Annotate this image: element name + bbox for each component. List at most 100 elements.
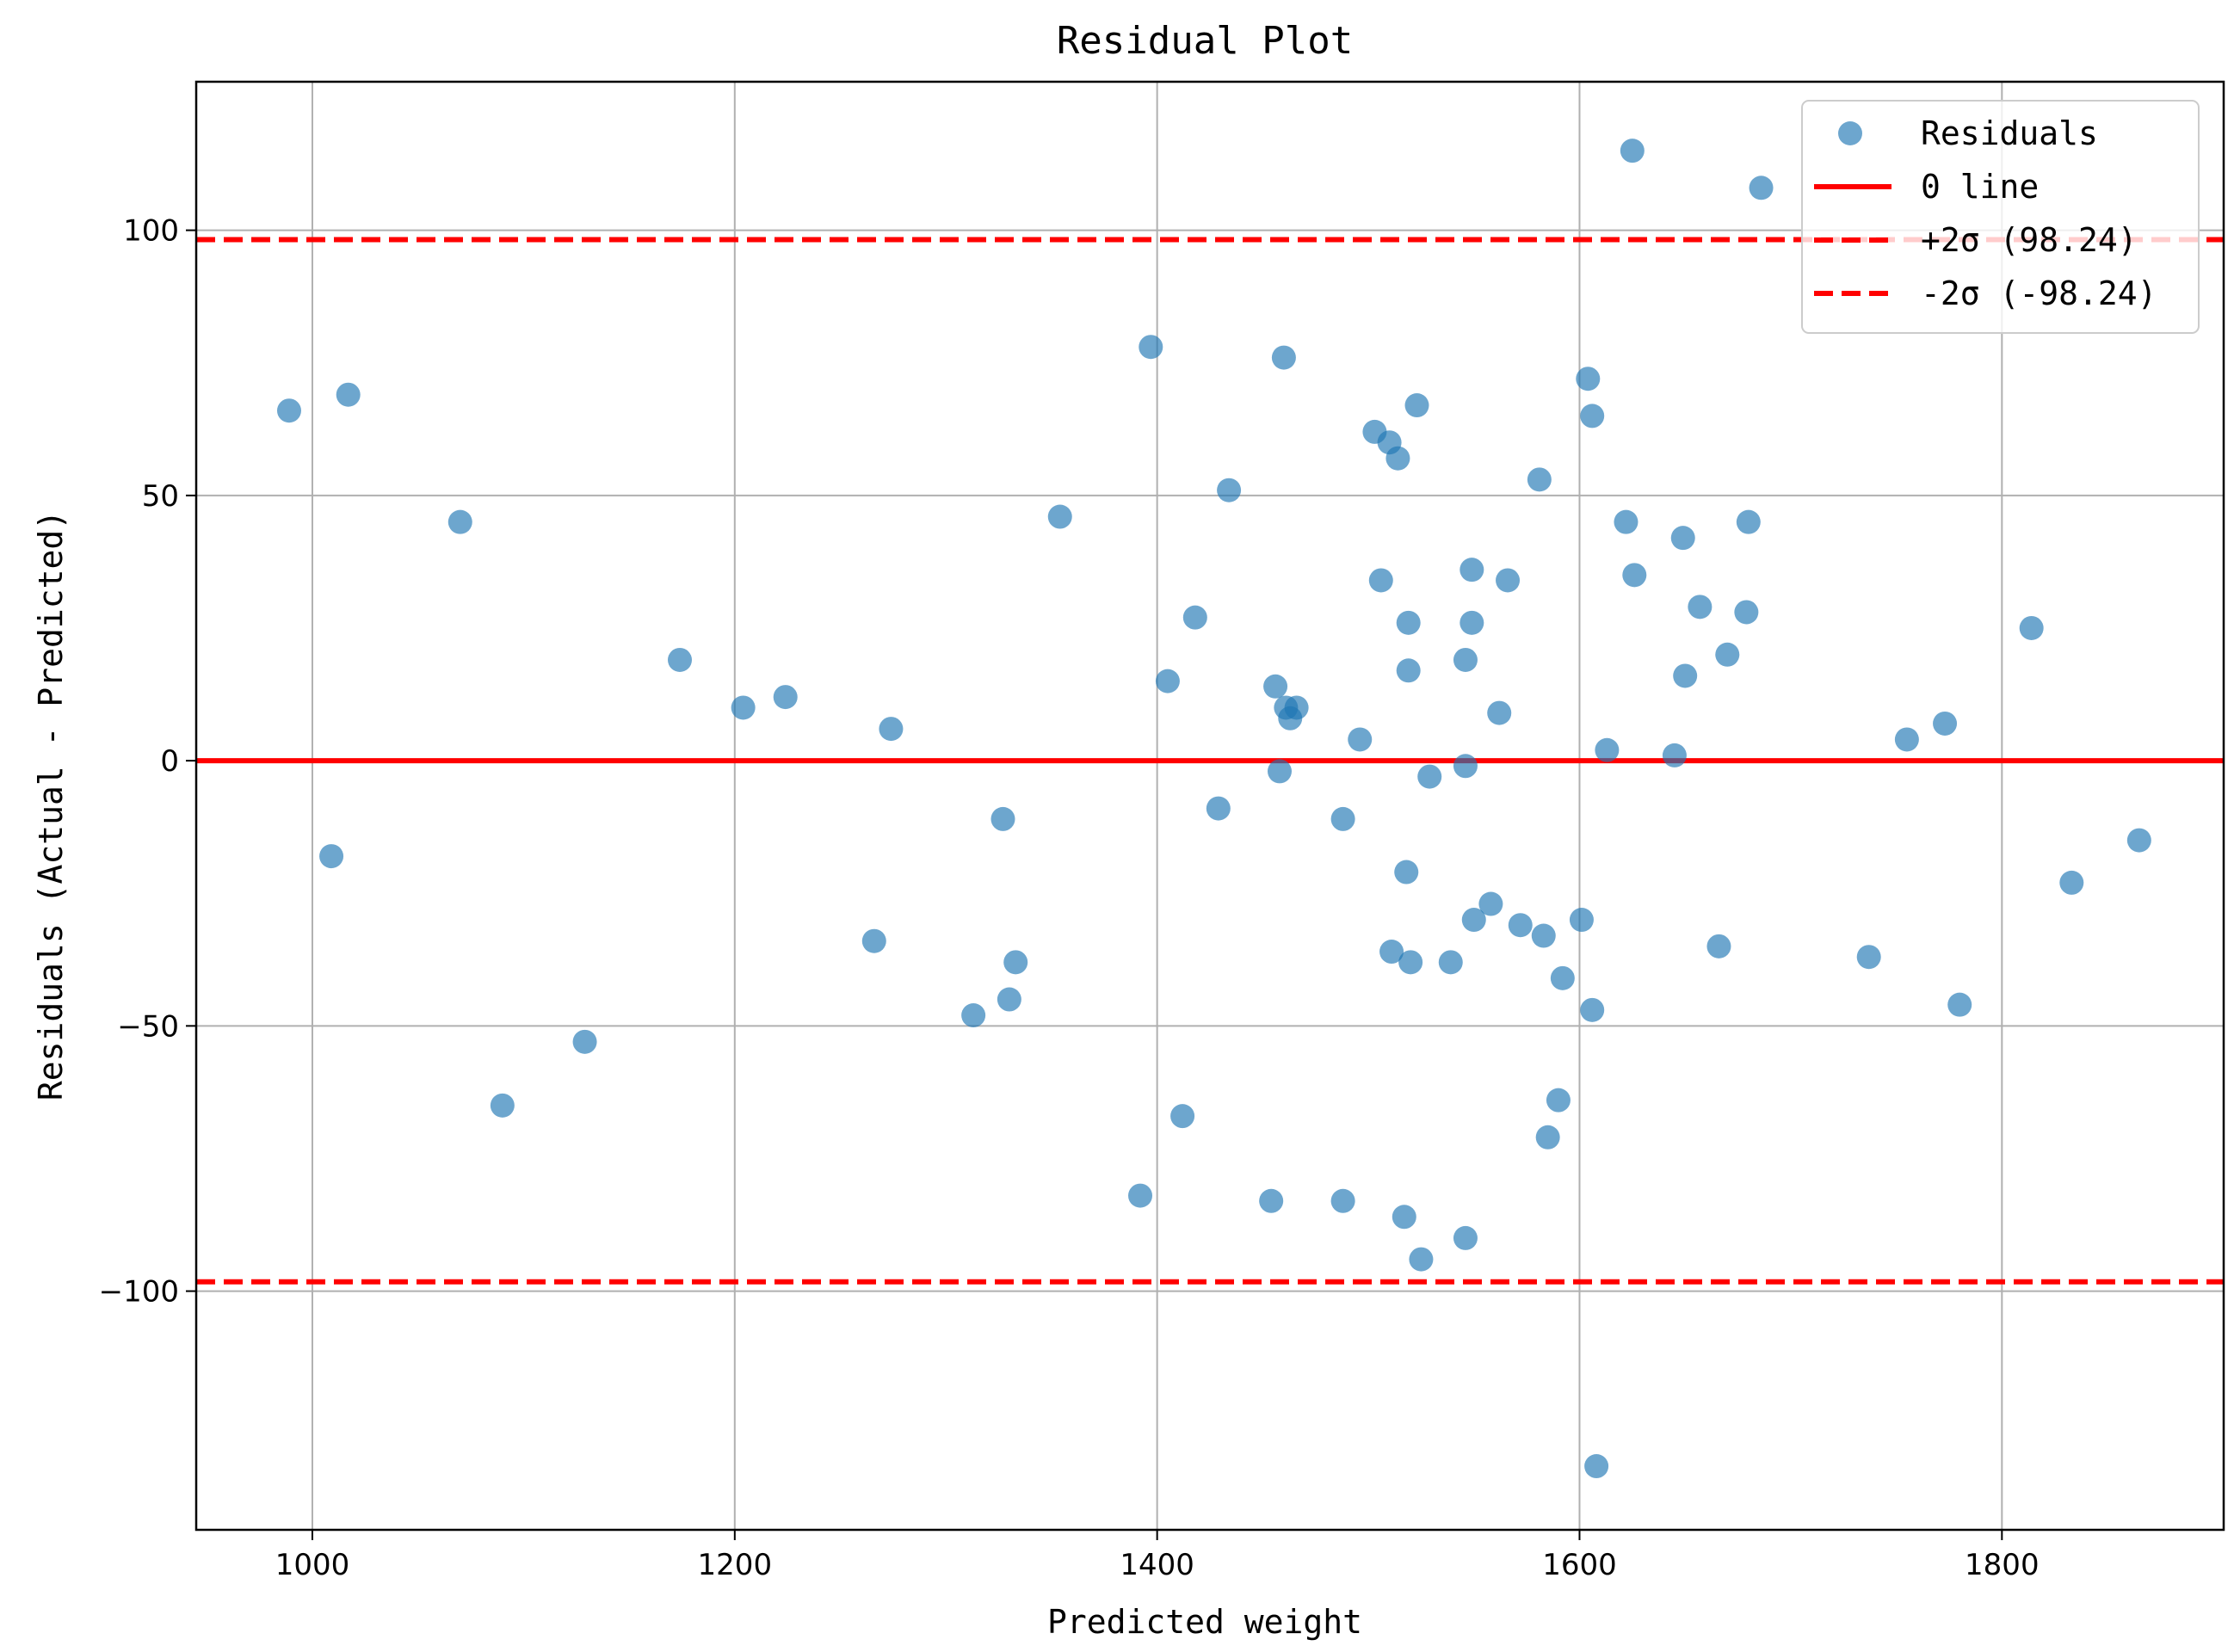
residual-point	[861, 928, 886, 953]
residual-point	[447, 509, 472, 534]
residual-point	[1385, 446, 1410, 471]
residual-point	[1453, 1225, 1478, 1250]
residual-point	[1259, 1188, 1284, 1213]
residual-point	[1128, 1183, 1153, 1208]
scatter-points	[276, 139, 2151, 1479]
residual-point	[1580, 404, 1605, 428]
y-axis-ticks: −100 −50 0 50 100	[99, 214, 196, 1310]
residual-point	[1392, 1205, 1416, 1230]
residual-point	[276, 398, 301, 423]
residual-point	[572, 1029, 597, 1054]
residual-point	[1438, 950, 1463, 975]
y-tick-label: 0	[160, 744, 179, 779]
residual-point	[1576, 367, 1601, 391]
residual-point	[1460, 610, 1484, 635]
residual-point	[1569, 908, 1594, 933]
residual-point	[1527, 467, 1552, 492]
residual-point	[1453, 647, 1478, 672]
residual-point	[1715, 642, 1740, 667]
residual-point	[1856, 945, 1881, 970]
residual-point	[1736, 509, 1761, 534]
residual-point	[961, 1003, 986, 1028]
residual-point	[490, 1093, 515, 1118]
residual-point	[1330, 806, 1355, 831]
residual-point	[1947, 992, 1972, 1017]
residual-point	[1487, 700, 1512, 725]
residual-point	[1368, 568, 1393, 593]
residual-point	[1531, 923, 1556, 948]
residual-point	[1398, 950, 1423, 975]
residual-point	[1284, 695, 1309, 720]
residual-point	[2126, 828, 2151, 853]
residual-point	[1271, 345, 1296, 370]
legend: Residuals 0 line +2σ (98.24) -2σ (-98.24)	[1801, 100, 2200, 334]
x-tick-label: 1000	[275, 1548, 350, 1582]
residual-point	[1894, 727, 1919, 752]
residual-point	[879, 717, 904, 742]
residual-point	[1546, 1088, 1571, 1113]
legend-label: 0 line	[1921, 168, 2039, 206]
residual-point	[1688, 595, 1713, 620]
residual-point	[668, 647, 693, 672]
residual-point	[1734, 600, 1759, 625]
residual-point	[1622, 563, 1647, 588]
residual-point	[990, 806, 1015, 831]
residual-point	[336, 382, 361, 407]
residual-point	[1580, 997, 1605, 1022]
residual-point	[1614, 509, 1638, 534]
residual-point	[1139, 335, 1163, 360]
legend-marker	[1838, 121, 1862, 145]
residual-point	[1496, 568, 1521, 593]
residual-point	[1508, 913, 1533, 938]
residual-point	[1396, 658, 1421, 683]
residual-point	[1453, 754, 1478, 779]
x-tick-label: 1600	[1542, 1548, 1617, 1582]
residual-point	[1670, 526, 1695, 551]
x-axis-title: Predicted weight	[1047, 1603, 1362, 1641]
residual-point	[1047, 504, 1072, 529]
x-tick-label: 1800	[1965, 1548, 2040, 1582]
residual-point	[2059, 870, 2084, 895]
plot-frame	[194, 80, 2225, 1532]
residual-point	[1706, 934, 1731, 959]
residual-point	[773, 685, 798, 710]
residual-point	[1535, 1125, 1560, 1150]
residual-point	[1217, 478, 1242, 502]
residual-point	[1330, 1188, 1355, 1213]
residual-point	[1394, 860, 1419, 885]
residual-point	[1417, 764, 1442, 789]
residual-point	[1550, 965, 1575, 990]
residual-point	[1461, 908, 1486, 933]
legend-label: +2σ (98.24)	[1921, 221, 2138, 259]
x-tick-label: 1200	[698, 1548, 773, 1582]
residual-point	[1182, 605, 1207, 630]
residual-point	[2019, 615, 2044, 640]
residual-point	[1595, 737, 1620, 762]
residual-point	[1749, 176, 1774, 200]
x-axis-ticks: 1000 1200 1400 1600 1800	[275, 1530, 2040, 1582]
residual-point	[1460, 558, 1484, 583]
legend-label: Residuals	[1921, 114, 2098, 152]
residual-point	[1206, 796, 1231, 821]
residual-point	[1933, 711, 1958, 736]
residual-point	[1155, 669, 1180, 693]
residual-point	[319, 844, 344, 869]
legend-label: -2σ (-98.24)	[1921, 274, 2157, 312]
residual-point	[1673, 663, 1698, 688]
residual-point	[1379, 940, 1404, 965]
residual-point	[1267, 759, 1292, 784]
legend-box	[1801, 100, 2200, 334]
residual-point	[1404, 393, 1429, 418]
x-tick-label: 1400	[1120, 1548, 1194, 1582]
residual-point	[1620, 139, 1645, 163]
y-tick-label: −100	[99, 1275, 179, 1310]
y-tick-label: 50	[142, 479, 179, 514]
residual-point	[1396, 610, 1421, 635]
y-axis-title: Residuals (Actual - Predicted)	[32, 510, 70, 1100]
y-tick-label: 100	[123, 214, 179, 249]
residual-point	[1263, 674, 1288, 699]
residual-point	[731, 695, 756, 720]
residual-point	[1348, 727, 1373, 752]
y-tick-label: −50	[117, 1009, 179, 1044]
